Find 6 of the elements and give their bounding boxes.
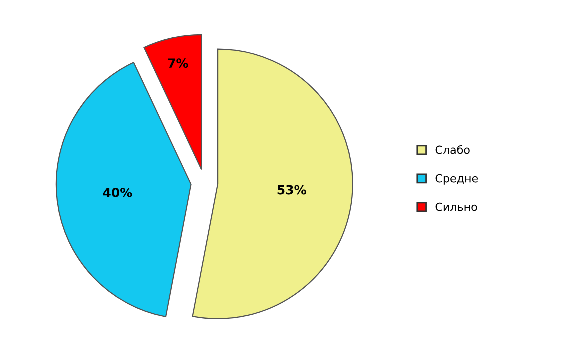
legend-label: Сильно — [436, 202, 478, 212]
legend-label: Слабо — [436, 145, 470, 154]
data-label: 7% — [168, 58, 188, 68]
data-label: 40% — [103, 188, 132, 198]
legend-label: Средне — [436, 174, 478, 185]
data-label: 53% — [278, 185, 306, 195]
